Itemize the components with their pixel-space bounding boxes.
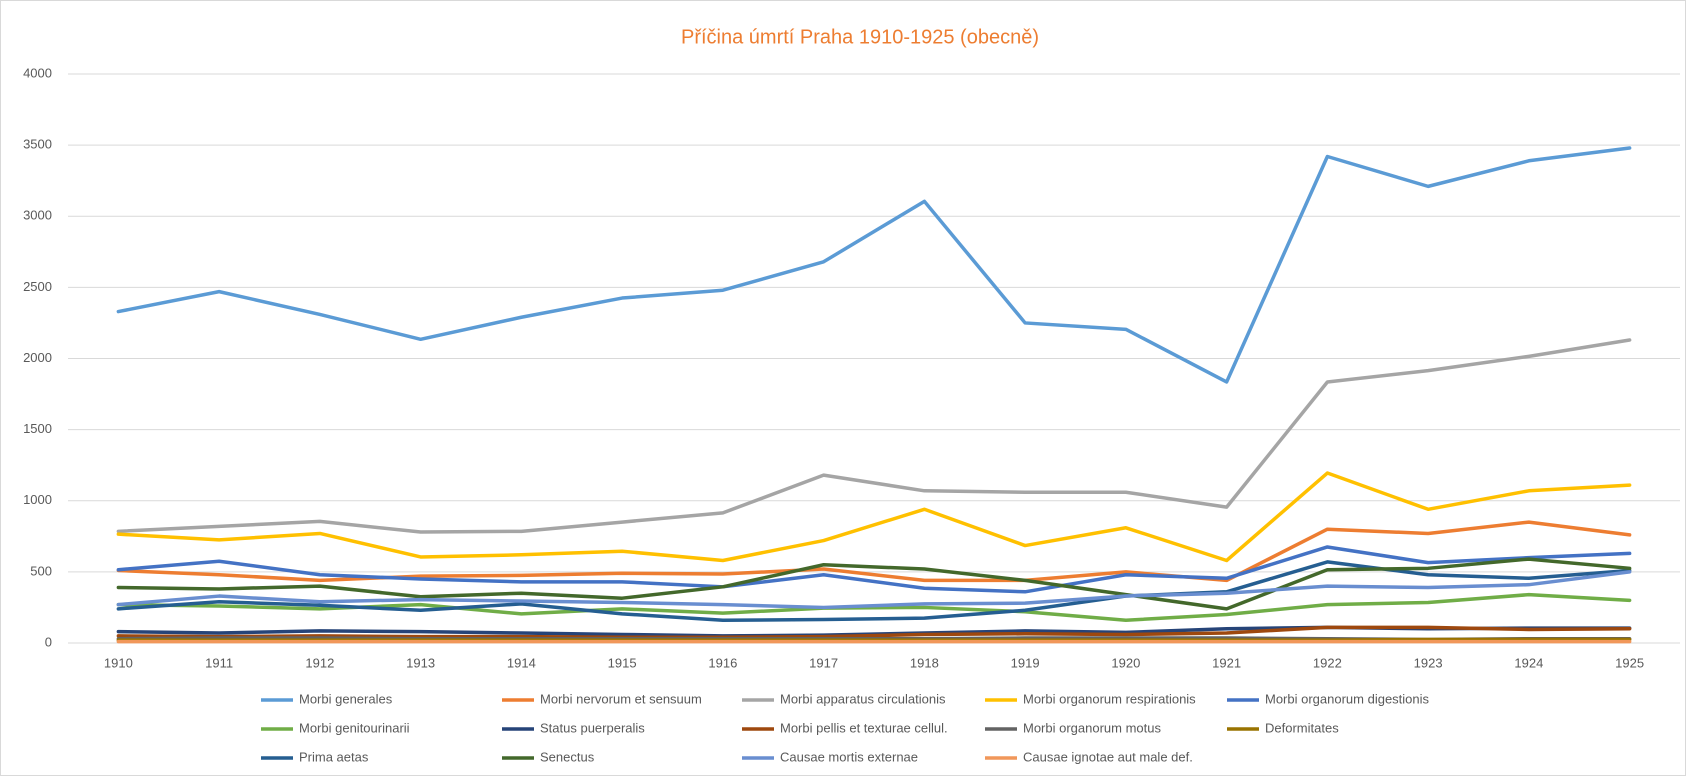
- y-tick-label: 0: [45, 634, 52, 649]
- x-tick-label: 1920: [1111, 655, 1140, 670]
- x-tick-label: 1918: [910, 655, 939, 670]
- chart-title: Příčina úmrtí Praha 1910-1925 (obecně): [681, 26, 1039, 48]
- legend-label: Morbi organorum digestionis: [1265, 691, 1430, 706]
- y-tick-label: 4000: [23, 65, 52, 80]
- legend-label: Morbi genitourinarii: [299, 720, 410, 735]
- x-tick-label: 1922: [1313, 655, 1342, 670]
- legend-label: Morbi organorum respirationis: [1023, 691, 1196, 706]
- y-tick-label: 1000: [23, 492, 52, 507]
- legend-label: Status puerperalis: [540, 720, 645, 735]
- x-tick-label: 1916: [708, 655, 737, 670]
- x-tick-label: 1912: [305, 655, 334, 670]
- legend-label: Morbi pellis et texturae cellul.: [780, 720, 948, 735]
- y-tick-label: 2000: [23, 350, 52, 365]
- x-tick-label: 1914: [507, 655, 536, 670]
- y-tick-label: 2500: [23, 279, 52, 294]
- series-line: [116, 471, 1632, 563]
- x-tick-label: 1910: [104, 655, 133, 670]
- legend-label: Senectus: [540, 749, 595, 764]
- series-line: [116, 146, 1632, 384]
- series-line: [116, 625, 1632, 640]
- legend-label: Morbi apparatus circulationis: [780, 691, 946, 706]
- x-tick-label: 1915: [608, 655, 637, 670]
- series-line: [116, 338, 1632, 534]
- x-tick-label: 1924: [1514, 655, 1543, 670]
- x-tick-label: 1913: [406, 655, 435, 670]
- legend-label: Morbi generales: [299, 691, 393, 706]
- x-tick-label: 1917: [809, 655, 838, 670]
- series-line: [116, 557, 1632, 611]
- y-tick-label: 500: [30, 563, 52, 578]
- x-tick-label: 1921: [1212, 655, 1241, 670]
- series-line: [116, 545, 1632, 594]
- legend-label: Deformitates: [1265, 720, 1339, 735]
- x-tick-label: 1911: [205, 655, 233, 670]
- legend-label: Morbi nervorum et sensuum: [540, 691, 702, 706]
- legend-label: Causae mortis externae: [780, 749, 918, 764]
- x-tick-label: 1925: [1615, 655, 1644, 670]
- y-tick-label: 3000: [23, 208, 52, 223]
- y-tick-label: 1500: [23, 421, 52, 436]
- legend-label: Prima aetas: [299, 749, 369, 764]
- series-line: [116, 570, 1632, 610]
- y-tick-label: 3500: [23, 137, 52, 152]
- x-tick-label: 1923: [1414, 655, 1443, 670]
- legend-label: Causae ignotae aut male def.: [1023, 749, 1193, 764]
- x-tick-label: 1919: [1011, 655, 1040, 670]
- legend-label: Morbi organorum motus: [1023, 720, 1161, 735]
